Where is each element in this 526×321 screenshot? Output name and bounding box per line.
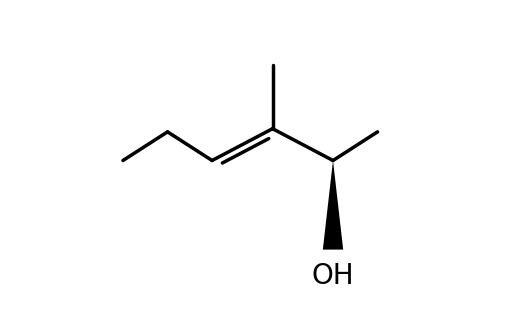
- Text: OH: OH: [312, 262, 355, 290]
- Polygon shape: [323, 160, 343, 250]
